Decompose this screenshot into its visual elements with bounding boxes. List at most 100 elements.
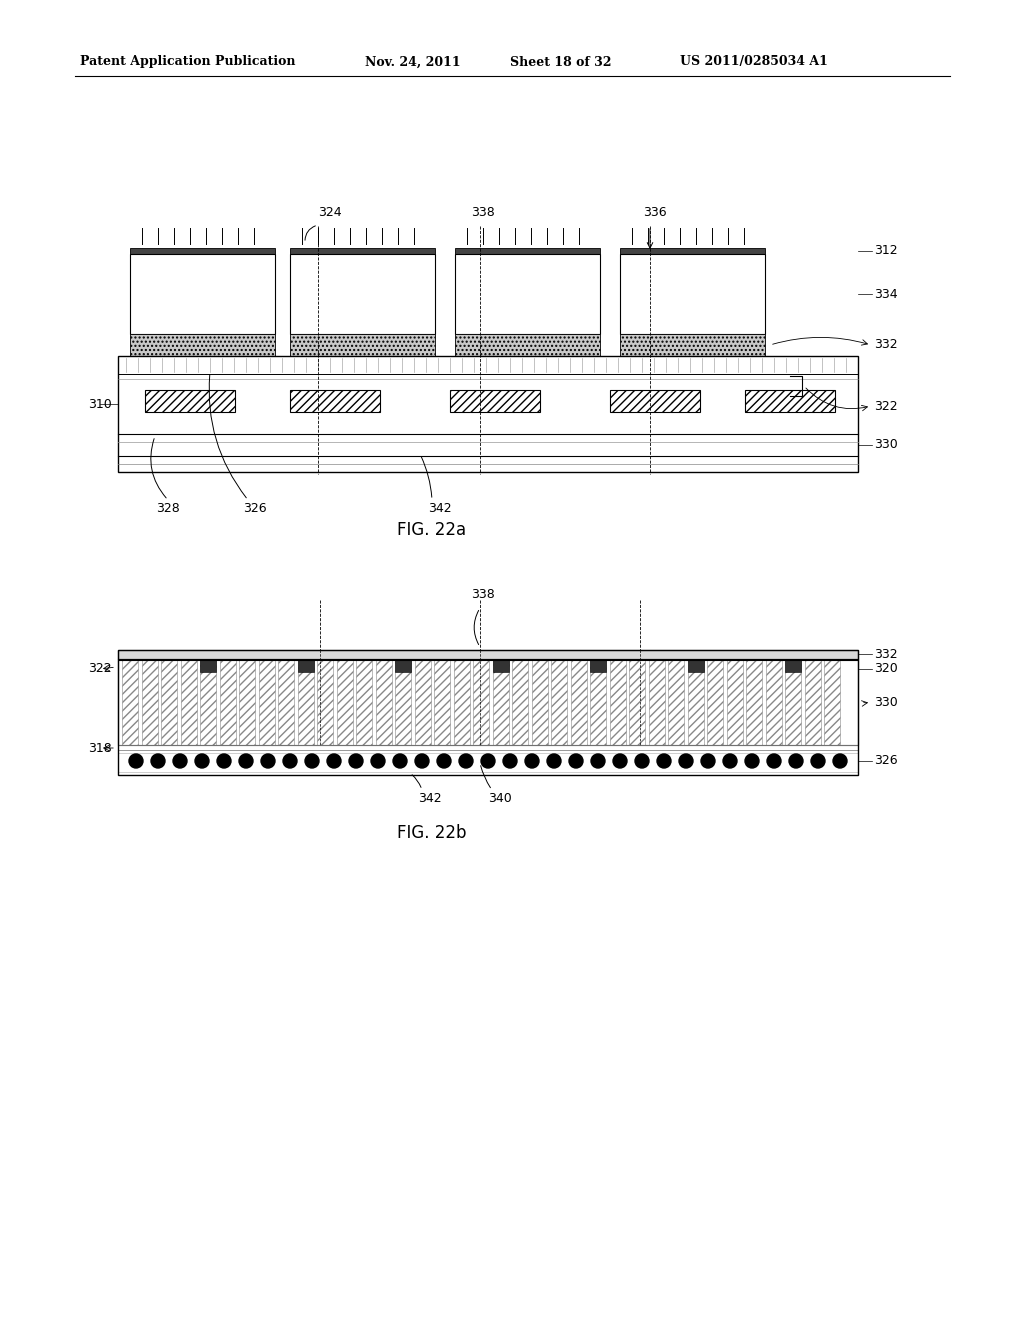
Circle shape: [635, 754, 649, 768]
Bar: [610, 389, 700, 412]
Text: 340: 340: [488, 792, 512, 804]
Circle shape: [305, 754, 319, 768]
Bar: [766, 660, 781, 744]
Bar: [454, 660, 469, 744]
Bar: [590, 660, 606, 744]
Circle shape: [459, 754, 473, 768]
Bar: [200, 660, 216, 744]
Bar: [620, 253, 765, 334]
Text: FIG. 22b: FIG. 22b: [397, 824, 467, 842]
Bar: [290, 334, 435, 356]
Circle shape: [151, 754, 165, 768]
Text: Sheet 18 of 32: Sheet 18 of 32: [510, 55, 611, 69]
Bar: [687, 660, 703, 672]
Bar: [668, 660, 684, 744]
Text: 310: 310: [88, 397, 112, 411]
Bar: [290, 248, 435, 253]
Circle shape: [833, 754, 847, 768]
Circle shape: [195, 754, 209, 768]
Circle shape: [701, 754, 715, 768]
Bar: [337, 660, 352, 744]
Bar: [298, 660, 313, 744]
Text: 322: 322: [874, 400, 898, 412]
Bar: [298, 660, 313, 672]
Circle shape: [283, 754, 297, 768]
Bar: [629, 660, 645, 744]
Bar: [278, 660, 294, 744]
Circle shape: [679, 754, 693, 768]
Bar: [141, 660, 158, 744]
Circle shape: [129, 754, 143, 768]
Bar: [609, 660, 626, 744]
Circle shape: [503, 754, 517, 768]
Circle shape: [569, 754, 583, 768]
Bar: [130, 334, 275, 356]
Circle shape: [327, 754, 341, 768]
Bar: [219, 660, 236, 744]
Circle shape: [525, 754, 539, 768]
Text: US 2011/0285034 A1: US 2011/0285034 A1: [680, 55, 827, 69]
Bar: [122, 660, 138, 744]
Text: Nov. 24, 2011: Nov. 24, 2011: [365, 55, 461, 69]
Text: 320: 320: [874, 663, 898, 676]
Circle shape: [239, 754, 253, 768]
Circle shape: [217, 754, 231, 768]
Bar: [395, 660, 411, 744]
Text: 326: 326: [874, 755, 898, 767]
Text: 332: 332: [874, 648, 898, 660]
Bar: [512, 660, 528, 744]
Bar: [805, 660, 820, 744]
Circle shape: [481, 754, 495, 768]
Bar: [118, 356, 858, 473]
Circle shape: [393, 754, 407, 768]
Bar: [745, 389, 835, 412]
Bar: [493, 660, 509, 744]
Text: 326: 326: [243, 502, 267, 515]
Bar: [290, 389, 380, 412]
Circle shape: [591, 754, 605, 768]
Bar: [145, 389, 234, 412]
Bar: [687, 660, 703, 744]
Text: 330: 330: [874, 696, 898, 709]
Bar: [493, 660, 509, 672]
Bar: [746, 660, 762, 744]
Bar: [395, 660, 411, 672]
Text: 330: 330: [874, 438, 898, 451]
Bar: [590, 660, 606, 672]
Text: 312: 312: [874, 244, 898, 257]
Text: 318: 318: [88, 742, 112, 755]
Circle shape: [723, 754, 737, 768]
Circle shape: [349, 754, 362, 768]
Bar: [376, 660, 391, 744]
Circle shape: [437, 754, 451, 768]
Bar: [570, 660, 587, 744]
Circle shape: [547, 754, 561, 768]
Text: 324: 324: [318, 206, 342, 219]
Text: 342: 342: [418, 792, 441, 804]
Bar: [785, 660, 801, 672]
Circle shape: [415, 754, 429, 768]
Circle shape: [767, 754, 781, 768]
Circle shape: [745, 754, 759, 768]
Bar: [161, 660, 177, 744]
Bar: [317, 660, 333, 744]
Bar: [118, 660, 858, 744]
Bar: [200, 660, 216, 672]
Bar: [415, 660, 430, 744]
Bar: [620, 334, 765, 356]
Bar: [455, 253, 600, 334]
Bar: [824, 660, 840, 744]
Bar: [450, 389, 540, 412]
Bar: [130, 253, 275, 334]
Bar: [130, 248, 275, 253]
Circle shape: [173, 754, 187, 768]
Circle shape: [371, 754, 385, 768]
Text: 332: 332: [874, 338, 898, 351]
Bar: [531, 660, 548, 744]
Text: 336: 336: [643, 206, 667, 219]
Text: Patent Application Publication: Patent Application Publication: [80, 55, 296, 69]
Bar: [707, 660, 723, 744]
Bar: [455, 248, 600, 253]
Circle shape: [613, 754, 627, 768]
Circle shape: [657, 754, 671, 768]
